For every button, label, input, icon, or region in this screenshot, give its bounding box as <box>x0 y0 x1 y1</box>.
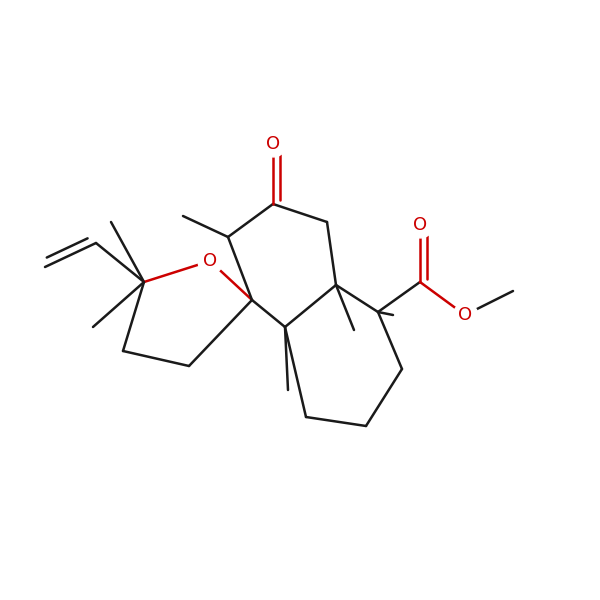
Text: O: O <box>458 306 472 324</box>
Text: O: O <box>413 216 427 234</box>
Text: O: O <box>203 252 217 270</box>
Point <box>205 256 215 266</box>
Text: O: O <box>266 135 280 153</box>
Point <box>268 139 278 149</box>
Point <box>415 220 425 230</box>
Point <box>460 310 470 320</box>
